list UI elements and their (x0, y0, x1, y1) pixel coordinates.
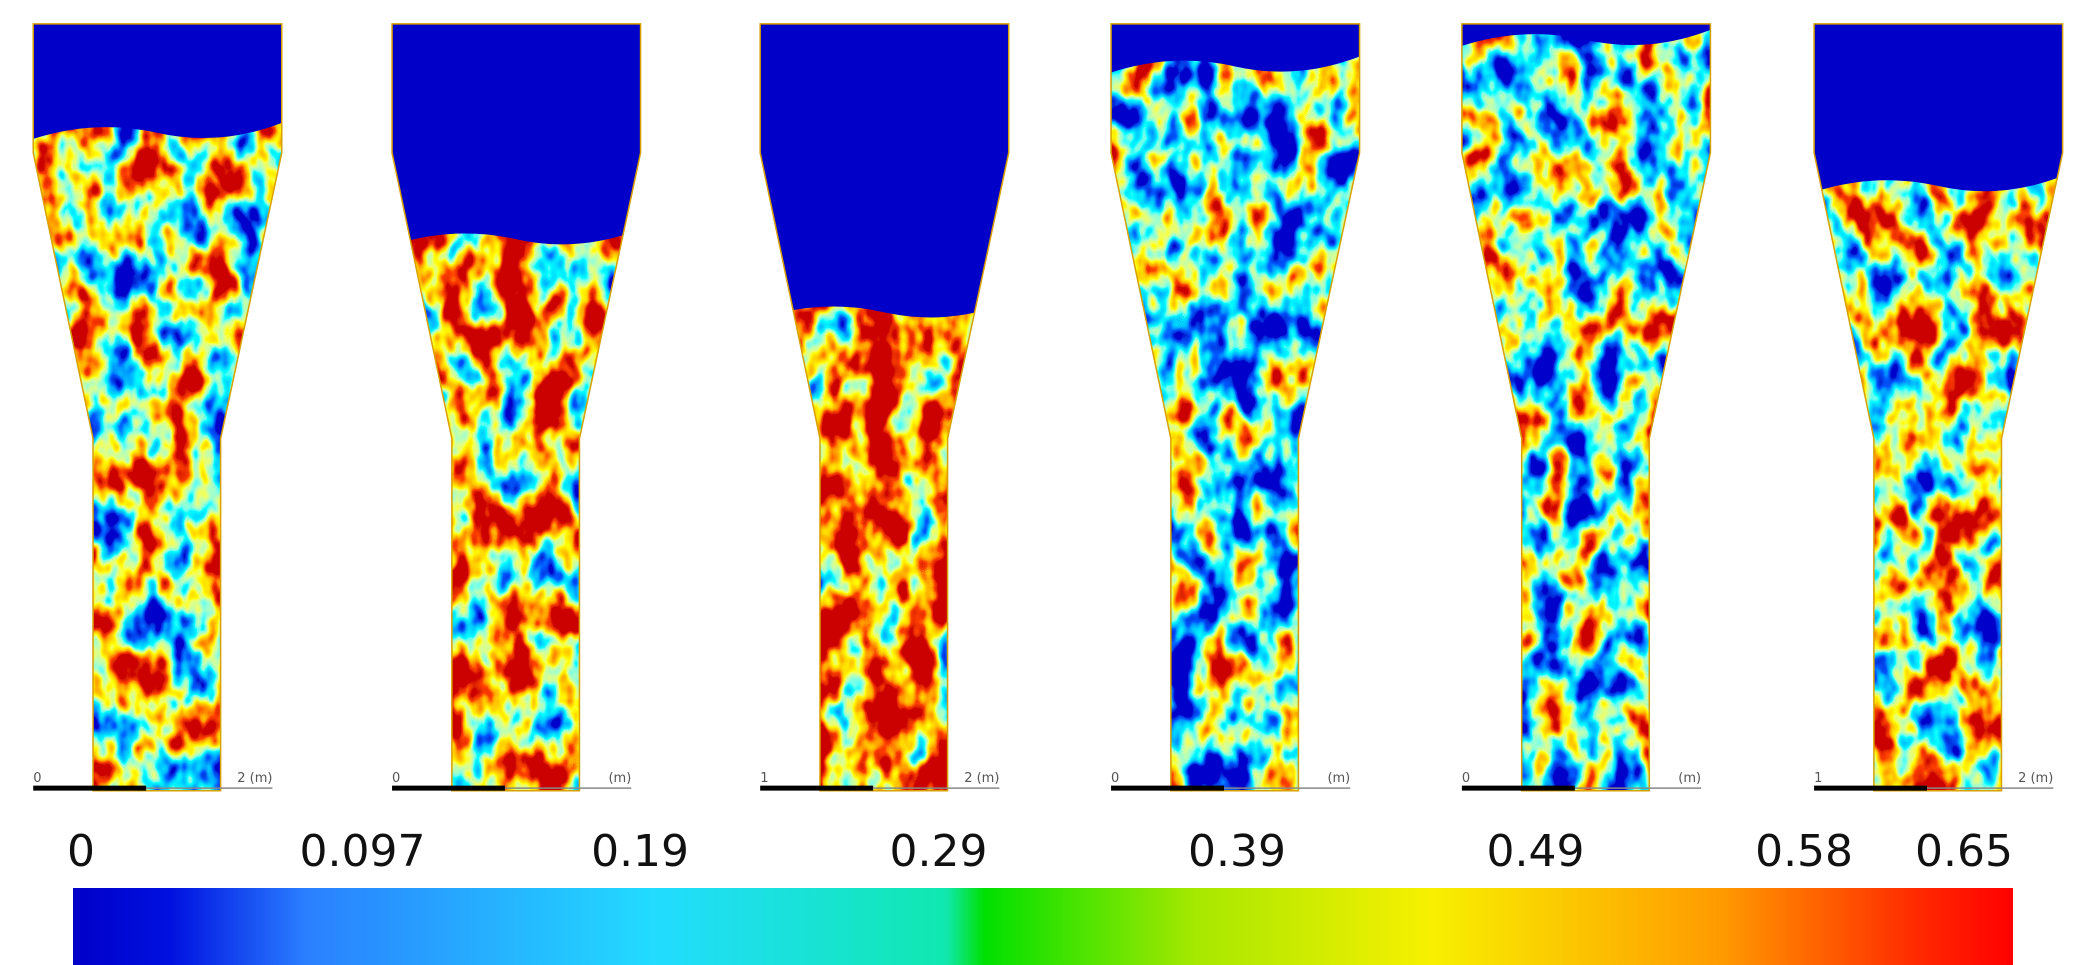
colorbar-tick-label: 0.39 (1188, 826, 1286, 877)
freeboard (33, 24, 282, 139)
scale-label: 2 (m) (237, 771, 272, 786)
freeboard (392, 24, 641, 245)
figure: 0 2 (m) 0 (m) 1 2 (m) 0 (m) 0 (m) 1 2 (m) 0 0.097 0.1… (0, 0, 2084, 965)
freeboard (1814, 24, 2063, 192)
scale-label: 1 (760, 771, 768, 786)
colorbar-tick-label: 0.29 (890, 826, 988, 877)
contour-panels: 0 2 (m) 0 (m) 1 2 (m) 0 (m) 0 (m) 1 2 (m) (33, 24, 2062, 791)
scale-label: (m) (1327, 771, 1350, 786)
scale-label: 0 (392, 771, 400, 786)
bed-field (1462, 24, 1711, 791)
scale-label: 0 (1111, 771, 1119, 786)
scale-label: 2 (m) (2018, 771, 2053, 786)
contour-panel (1814, 24, 2063, 791)
contour-panel (1462, 24, 1711, 791)
freeboard (760, 24, 1009, 318)
contour-panel (760, 24, 1009, 791)
scale-label: 2 (m) (964, 771, 999, 786)
contour-panel (1111, 24, 1360, 791)
contour-panel (392, 24, 641, 791)
colorbar-gradient (73, 888, 2013, 965)
scale-label: (m) (1678, 771, 1701, 786)
scale-label: 0 (1462, 771, 1470, 786)
bed-field (33, 24, 282, 791)
colorbar-tick-label: 0.65 (1915, 826, 2013, 877)
scale-label: (m) (608, 771, 631, 786)
scale-label: 1 (1814, 771, 1822, 786)
colorbar: 0 0.097 0.19 0.29 0.39 0.49 0.58 0.65 (67, 826, 2013, 965)
contour-panel (33, 24, 282, 791)
colorbar-tick-label: 0.49 (1486, 826, 1584, 877)
colorbar-tick-label: 0.097 (300, 826, 426, 877)
bed-field (1111, 24, 1360, 791)
colorbar-tick-label: 0 (67, 826, 95, 877)
colorbar-tick-label: 0.58 (1755, 826, 1853, 877)
scale-label: 0 (33, 771, 41, 786)
colorbar-tick-label: 0.19 (591, 826, 689, 877)
